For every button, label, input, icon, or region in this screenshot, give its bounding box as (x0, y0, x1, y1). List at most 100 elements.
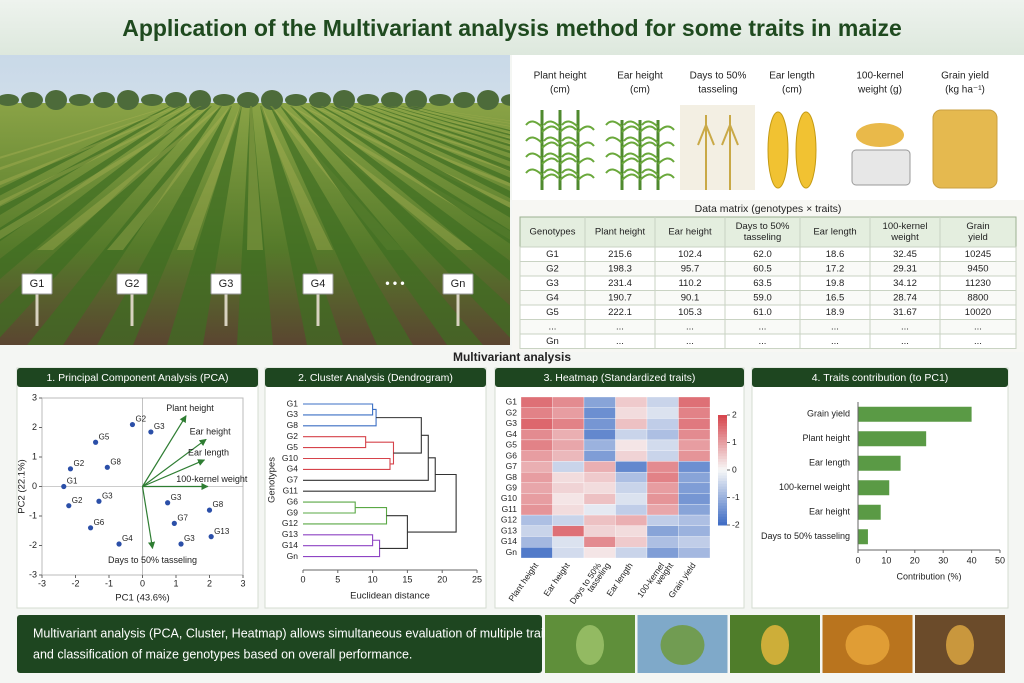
table-header: Genotypes (530, 227, 576, 238)
table-cell: ... (686, 322, 694, 333)
tree (117, 90, 139, 110)
row-label: G14 (501, 536, 517, 546)
leaf-label: G2 (287, 431, 299, 441)
crop-row (360, 106, 510, 162)
table-cell: ... (974, 322, 982, 333)
heat-cell (583, 450, 616, 462)
table-header: 100-kernel (883, 221, 928, 232)
point (208, 534, 214, 540)
trait-label: Plant height (534, 71, 587, 82)
trait-photo (767, 111, 817, 189)
point (129, 421, 136, 428)
table-cell: 17.2 (826, 264, 845, 275)
category-label: Ear length (809, 458, 850, 468)
heat-cell (646, 418, 679, 430)
colorbar-step (718, 434, 727, 438)
table-cell: 90.1 (681, 293, 700, 304)
colorbar-tick-label: 1 (732, 437, 737, 447)
colorbar-step (718, 497, 727, 501)
trait-photo (932, 109, 998, 189)
sign (442, 273, 474, 295)
colorbar-step (718, 448, 727, 452)
heat-cell (520, 514, 553, 526)
bg (680, 105, 755, 190)
table-cell: G5 (546, 307, 559, 318)
crop-tassel (247, 106, 263, 250)
heat-cell (678, 407, 711, 419)
colorbar-step (718, 508, 727, 512)
colorbar-step (718, 420, 727, 424)
heat-cell (646, 493, 679, 505)
crop-row (340, 106, 510, 184)
leaf-label: Gn (287, 551, 299, 561)
point-label: G13 (214, 527, 230, 536)
colorbar-step (718, 481, 727, 485)
heat-cell (615, 547, 648, 559)
heat-cell (646, 482, 679, 494)
crop-tassel (0, 106, 182, 171)
table-cell: 9450 (967, 264, 988, 275)
heat-cell (615, 471, 648, 484)
trait-label: 100-kernel (856, 71, 903, 82)
heat-cell (583, 514, 616, 526)
point (178, 541, 184, 547)
loading-label: Ear height (190, 427, 232, 437)
x-tick-label: 15 (402, 574, 412, 584)
table-row (519, 333, 1017, 349)
heat-cell (615, 536, 648, 548)
colorbar-step (718, 516, 727, 520)
table-cell: 198.3 (608, 264, 632, 275)
x-tick-label: 10 (881, 555, 891, 565)
heat-cell (520, 418, 553, 430)
sign (210, 273, 242, 295)
heat-cell (646, 396, 679, 408)
x-tick-label: 1 (173, 578, 178, 588)
panel-header (265, 368, 486, 387)
field-label: G2 (125, 278, 140, 290)
point (165, 500, 171, 506)
field-label: • • • (385, 276, 404, 290)
table-cell: ... (901, 322, 909, 333)
loading-arrow (142, 438, 207, 487)
heat-cell (583, 407, 616, 419)
tree (429, 94, 451, 106)
heat-cell (520, 482, 553, 494)
table-cell: ... (759, 336, 767, 347)
trait-label: (cm) (630, 85, 650, 96)
table-cell: 60.5 (753, 264, 772, 275)
field-label: G3 (219, 278, 234, 290)
crop-tassel (410, 106, 510, 122)
heat-cell (552, 493, 585, 505)
heat-cell (678, 547, 711, 559)
colorbar-step (718, 453, 727, 457)
sign (116, 273, 148, 295)
leaf (623, 120, 657, 133)
colorbar-step (718, 519, 727, 523)
leaf (543, 136, 577, 149)
heat-cell (583, 525, 616, 537)
panel-title: 2. Cluster Analysis (Dendrogram) (298, 372, 453, 384)
row-label: G8 (506, 472, 518, 482)
table-cell: 62.0 (753, 249, 772, 260)
title-band (0, 0, 1024, 55)
heat-cell (583, 482, 616, 494)
colorbar-step (718, 450, 727, 454)
crop-row (280, 106, 483, 345)
point-label: G2 (72, 496, 83, 505)
heat-cell (583, 471, 616, 484)
colorbar-step (718, 423, 727, 427)
heat-cell (583, 547, 616, 559)
row-label: G11 (502, 504, 518, 514)
table-cell: 8800 (967, 293, 988, 304)
y-tick-label: 1 (32, 451, 37, 461)
leaf (605, 152, 639, 165)
footer-text: Multivariant analysis (PCA, Cluster, Hea… (33, 626, 553, 640)
table-cell: G3 (546, 278, 559, 289)
loading-label: Plant height (166, 403, 214, 413)
leaf (605, 136, 639, 149)
sign (21, 273, 53, 295)
heat-cell (615, 461, 648, 473)
table-cell: 16.5 (826, 293, 845, 304)
point-label: G8 (110, 457, 121, 466)
ear (795, 111, 817, 189)
